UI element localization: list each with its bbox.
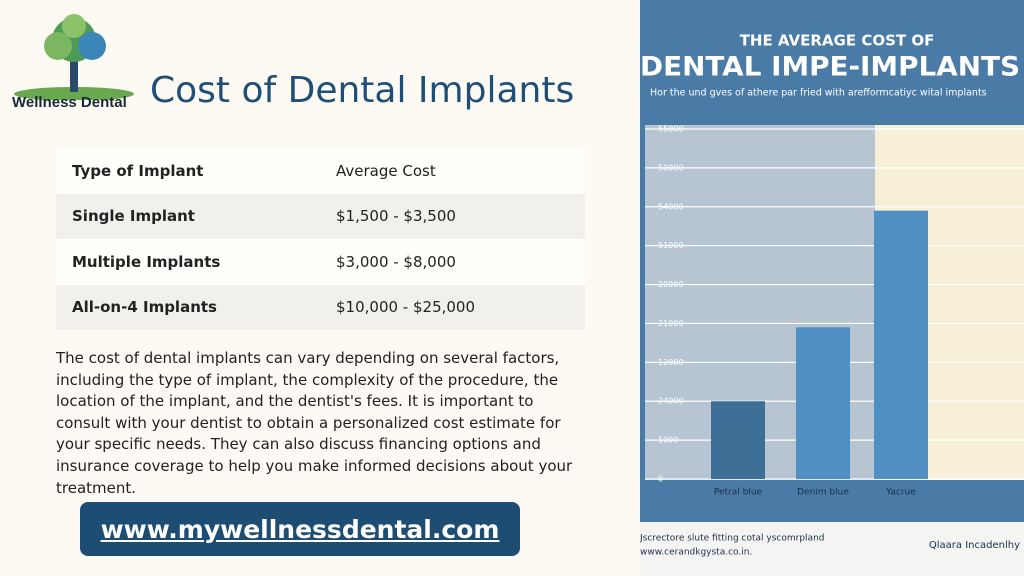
chart-title: THE AVERAGE COST OF [740,32,935,50]
chart-image: THE AVERAGE COST OF DENTAL IMPE-IMPLANTS H… [640,0,1024,576]
table-row: All-on-4 Implants $10,000 - $25,000 [56,284,585,330]
table-row: Type of Implant Average Cost [56,148,585,194]
table-row: Single Implant $1,500 - $3,500 [56,193,585,239]
table-cell: Single Implant [72,207,195,226]
table-row: Multiple Implants $3,000 - $8,000 [56,239,585,285]
website-button[interactable]: www.mywellnessdental.com [80,502,520,556]
bar [874,210,928,479]
chart-footer: www.cerandkgysta.co.in. [640,548,752,558]
y-tick-label: 24000 [658,397,683,406]
y-tick-label: 55000 [658,125,683,134]
table-cell: $1,500 - $3,500 [336,207,456,226]
table-cell: Average Cost [336,161,436,180]
table-cell: Type of Implant [72,161,204,180]
paragraph: The cost of dental implants can vary dep… [56,349,573,497]
chart-caption: Hor the und gves of athere par fried wit… [650,88,987,99]
table-cell: Multiple Implants [72,252,221,271]
chart-subtitle: DENTAL IMPE-IMPLANTS [640,52,1020,83]
y-tick-label: 51000 [658,241,683,250]
bar [711,401,765,479]
y-tick-label: 0 [658,475,663,484]
bar [796,327,850,479]
x-tick-label: Yacrue [885,488,916,498]
y-tick-label: 12000 [658,358,683,367]
y-tick-label: 50000 [658,163,683,172]
chart-brand: Qlaara Incadenlhy [929,540,1020,551]
y-tick-label: 1000 [658,436,678,445]
table-cell: All-on-4 Implants [72,298,217,317]
x-tick-label: Denim blue [797,488,849,498]
y-tick-label: 54000 [658,202,683,211]
slide-title: Cost of Dental Implants [150,70,575,111]
table-cell: $10,000 - $25,000 [336,298,476,317]
table-cell: $3,000 - $8,000 [336,252,456,271]
y-tick-label: 20000 [658,280,683,289]
chart-footer: Jscrectore slute fitting cotal yscomrpla… [640,534,824,544]
logo-text: Wellness Dental [12,94,127,111]
cost-table: Type of Implant Average Cost Single Implan… [56,148,585,330]
logo-tree [14,14,134,100]
x-tick-label: Petral blue [714,488,763,498]
y-tick-label: 21000 [658,319,683,328]
